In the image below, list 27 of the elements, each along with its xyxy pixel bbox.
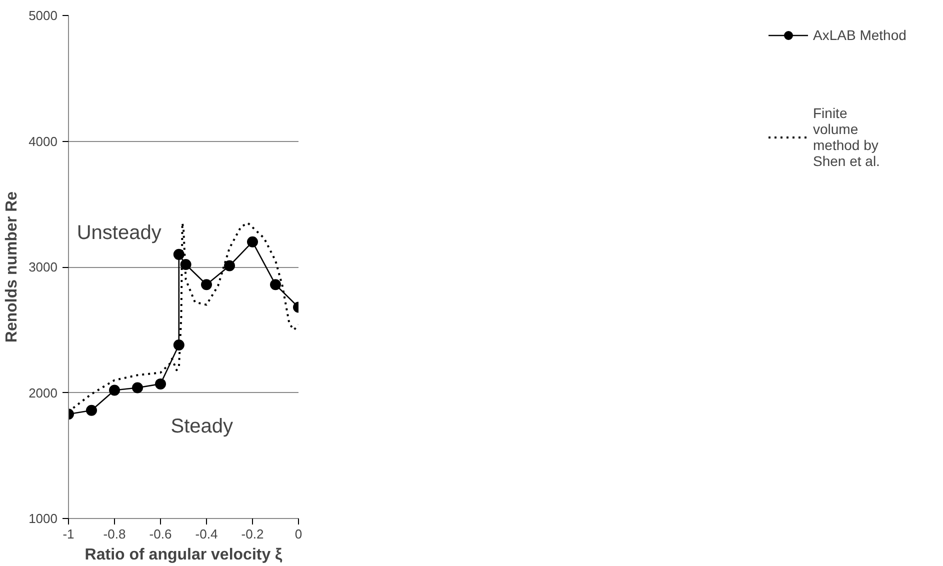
y-tick-label: 3000 — [28, 260, 58, 274]
point — [270, 279, 281, 290]
point — [155, 378, 166, 390]
point — [173, 248, 184, 260]
legend-label: AxLAB Method — [813, 27, 908, 43]
x-tick-label: -0.4 — [195, 526, 218, 542]
point — [173, 339, 184, 350]
point — [224, 260, 235, 272]
y-tick-label: 4000 — [28, 134, 58, 149]
annotation: Unsteady — [76, 222, 162, 244]
y-axis-title: Renolds number Re — [4, 191, 21, 343]
x-tick-label: -0.8 — [103, 526, 126, 542]
y-tick-label: 1000 — [28, 511, 58, 526]
point — [201, 279, 212, 290]
point — [247, 236, 258, 248]
point — [109, 384, 120, 396]
point — [132, 382, 143, 394]
x-tick-label: -1 — [62, 526, 74, 542]
x-axis-title: Ratio of angular velocity ξ — [84, 546, 284, 564]
annotation: Steady — [170, 416, 234, 438]
legend-label: Finite volume method by Shen et al. — [813, 105, 881, 169]
y-tick-label: 2000 — [28, 385, 58, 400]
y-tick-label: 5000 — [28, 8, 58, 23]
point — [86, 404, 97, 416]
x-tick-label: 0 — [294, 526, 302, 542]
x-tick-label: -0.2 — [241, 526, 264, 542]
x-tick-label: -0.6 — [149, 526, 172, 542]
